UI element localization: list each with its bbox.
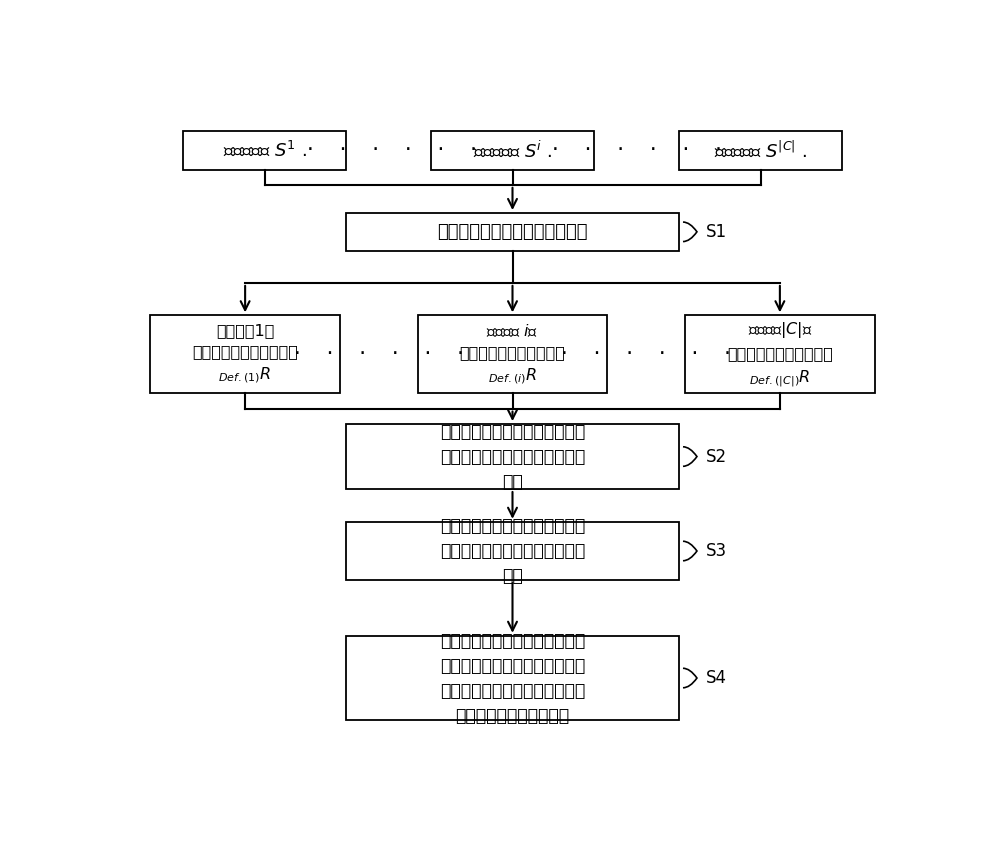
Bar: [418, 316, 607, 393]
Text: 热图像序列 $S^1$ .: 热图像序列 $S^1$ .: [223, 140, 306, 160]
Text: ·  ·  ·  ·  ·  ·: · · · · · ·: [550, 141, 724, 159]
Text: 基于多目标导向滤波得到的各层
级最优融合权重图对分解后的各
层图像之间进行图像融合并进行
后续分割和定量特征提取: 基于多目标导向滤波得到的各层 级最优融合权重图对分解后的各 层图像之间进行图像融…: [440, 631, 585, 724]
Text: 热图像序列 $S^{|C|}$ .: 热图像序列 $S^{|C|}$ .: [714, 140, 807, 161]
Bar: [346, 213, 679, 250]
Bar: [346, 424, 679, 489]
Text: 利用基于多目标优化导向滤波获
取各个图像层级间的最优融合权
重图: 利用基于多目标优化导向滤波获 取各个图像层级间的最优融合权 重图: [440, 517, 585, 585]
Bar: [679, 131, 842, 170]
Bar: [150, 316, 340, 393]
Text: S1: S1: [706, 222, 727, 241]
Text: S3: S3: [706, 542, 727, 560]
Text: ·  ·  ·  ·  ·  ·: · · · · · ·: [559, 345, 733, 363]
Text: S4: S4: [706, 669, 727, 687]
Bar: [183, 131, 346, 170]
Bar: [346, 522, 679, 580]
Text: 红外特征提取和热图像重构算法: 红外特征提取和热图像重构算法: [437, 222, 588, 241]
Text: 热图像序列 $S^i$ .: 热图像序列 $S^i$ .: [473, 140, 552, 161]
Text: 检测区域 $i$：
典型类型缺陷重构热图像
$_{Def.(i)}R$: 检测区域 $i$： 典型类型缺陷重构热图像 $_{Def.(i)}R$: [460, 322, 565, 387]
Bar: [431, 131, 594, 170]
Text: ·  ·  ·  ·  ·  ·: · · · · · ·: [305, 141, 479, 159]
Text: 检测区域1：
典型类型缺陷重构热图像
$_{Def.(1)}R$: 检测区域1： 典型类型缺陷重构热图像 $_{Def.(1)}R$: [192, 323, 298, 386]
Bar: [346, 635, 679, 721]
Text: S2: S2: [706, 448, 727, 465]
Bar: [685, 316, 875, 393]
Text: 将各个检测区域缺陷重构热图像
分解成基础层热图像和细节层热
图像: 将各个检测区域缺陷重构热图像 分解成基础层热图像和细节层热 图像: [440, 422, 585, 491]
Text: ·  ·  ·  ·  ·  ·: · · · · · ·: [292, 345, 466, 363]
Text: 检测区域$|C|$：
典型类型缺陷重构热图像
$_{Def.(|C|)}R$: 检测区域$|C|$： 典型类型缺陷重构热图像 $_{Def.(|C|)}R$: [727, 320, 833, 388]
